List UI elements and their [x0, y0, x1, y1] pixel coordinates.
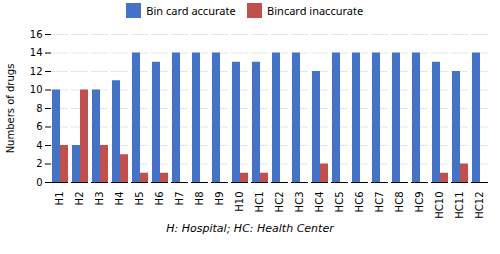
svg-text:12: 12 — [30, 65, 43, 76]
svg-text:H1: H1 — [54, 191, 65, 205]
svg-text:HC7: HC7 — [374, 191, 385, 212]
svg-text:0: 0 — [36, 176, 42, 187]
svg-text:H8: H8 — [194, 191, 205, 205]
html-text:Bin card accurate: Bin card accurate — [146, 2, 236, 18]
svg-text:H6: H6 — [154, 191, 165, 205]
svg-text:6: 6 — [36, 121, 42, 132]
svg-text:H5: H5 — [134, 191, 145, 205]
svg-text:HC5: HC5 — [334, 191, 345, 212]
svg-text:8: 8 — [36, 102, 42, 113]
svg-text:H2: H2 — [74, 191, 85, 205]
svg-text:H9: H9 — [214, 191, 225, 205]
svg-text:H10: H10 — [234, 191, 245, 211]
svg-text:10: 10 — [30, 84, 43, 95]
svg-text:HC9: HC9 — [414, 191, 425, 212]
svg-text:4: 4 — [36, 139, 42, 150]
svg-text:HC8: HC8 — [394, 191, 405, 212]
svg-text:HC4: HC4 — [314, 191, 325, 212]
svg-text:HC3: HC3 — [294, 191, 305, 212]
svg-text:H3: H3 — [94, 191, 105, 205]
svg-text:2: 2 — [36, 158, 42, 169]
svg-text:16: 16 — [30, 28, 43, 39]
html-text:Bincard inaccurate: Bincard inaccurate — [267, 2, 364, 18]
svg-text:HC12: HC12 — [474, 191, 485, 218]
svg-text:HC11: HC11 — [454, 191, 465, 218]
svg-text:H4: H4 — [114, 191, 125, 205]
svg-text:HC2: HC2 — [274, 191, 285, 212]
svg-text:Numbers of drugs: Numbers of drugs — [5, 63, 16, 153]
svg-text:14: 14 — [30, 47, 43, 58]
html-text:H: Hospital; HC: Health Center: H: Hospital; HC: Health Center — [166, 221, 334, 235]
svg-text:H7: H7 — [174, 191, 185, 205]
svg-text:HC1: HC1 — [254, 191, 265, 212]
svg-text:HC10: HC10 — [434, 191, 445, 218]
svg-text:HC6: HC6 — [354, 191, 365, 212]
